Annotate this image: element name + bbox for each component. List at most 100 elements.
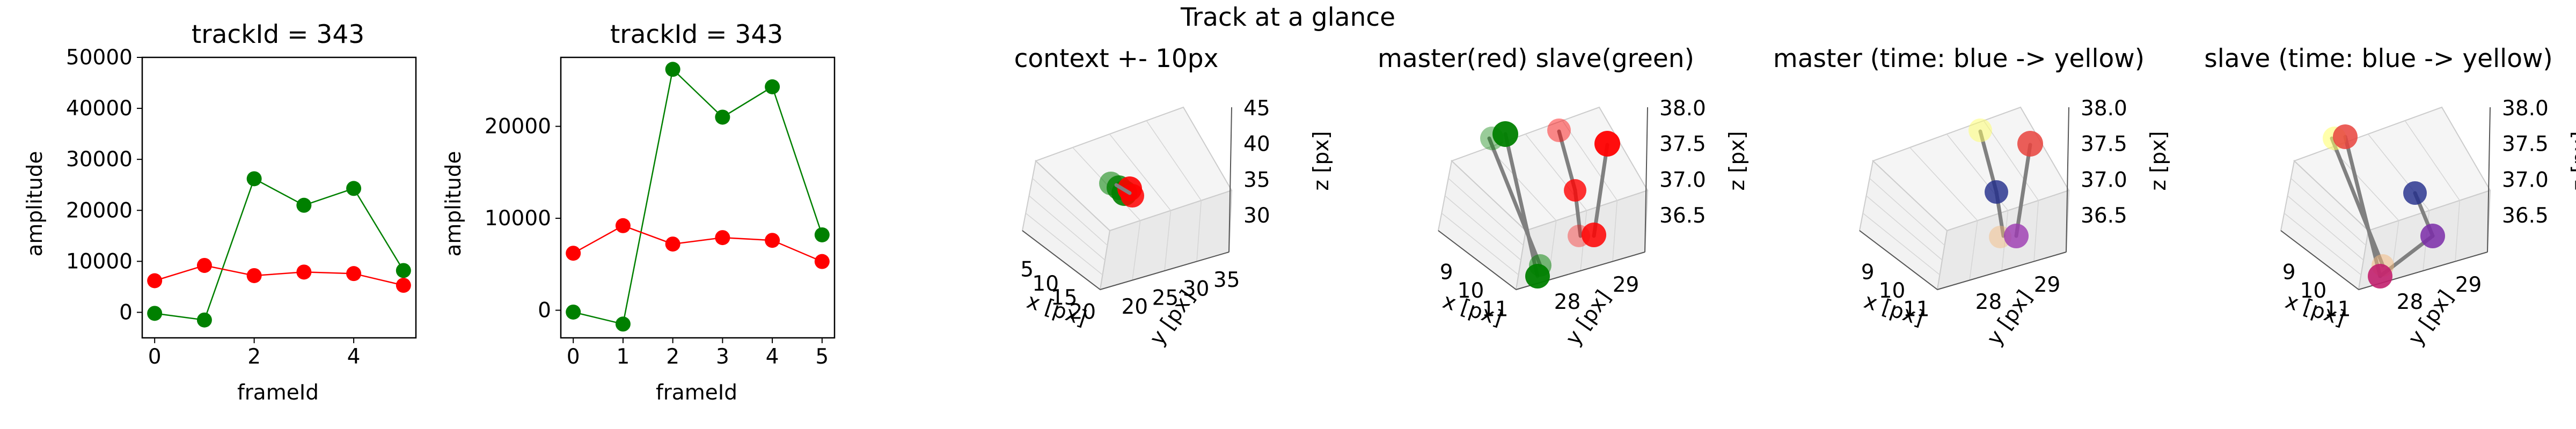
slave-time-point [2420,224,2445,248]
series-1-point [665,236,680,252]
grid-line [2284,212,2361,276]
z-axis-label: z [px] [1309,131,1334,190]
x-tick-label: 2 [666,345,679,369]
x-axis-line [1022,230,1101,290]
y-tick-label: 29 [2455,273,2482,297]
z-axis-label: z [px] [2568,131,2576,190]
y-tick-label: 28 [1554,290,1581,314]
context-point [1121,184,1144,208]
x-tick-label: 5 [1020,258,1034,282]
y-tick-label: 30 [1183,277,1210,301]
x-tick-label: 10 [2300,279,2327,303]
master-point [1547,119,1571,142]
x-tick-label: 9 [1861,261,1875,285]
y-tick-label: 30000 [66,147,133,172]
z-tick-label: 37.5 [1659,132,1706,157]
slave-time-point [2368,264,2392,289]
chart-1-ylabel: amplitude [23,151,47,256]
series-0-point [814,227,830,242]
grid-line [1146,120,1202,201]
chart-1-xlabel: frameId [237,381,319,405]
z-axis-line [2066,107,2069,253]
grid-line [1488,147,1557,221]
master-point [1594,131,1620,157]
series-1-point [147,273,163,289]
z-tick-label: 38.0 [2502,97,2549,121]
chart-1-title: trackId = 343 [192,20,364,49]
track-segment [2330,136,2385,268]
series-1-point [346,266,362,282]
chart-5-title: master (time: blue -> yellow) [1773,44,2145,73]
master-time-point [1985,180,2008,204]
grid-line [1969,220,1978,280]
z-axis-line [2487,107,2491,253]
z-tick-label: 37.0 [2081,168,2127,192]
series-0-point [147,306,163,321]
series-0-line [573,68,823,325]
series-0-point [296,197,312,213]
chart-2-title: trackId = 343 [610,20,783,49]
series-1-point [246,268,262,283]
x-tick-label: 4 [347,345,361,369]
grid-line [1909,147,1978,221]
floor-pane [2293,106,2491,232]
y-tick-label: 28 [2397,290,2424,314]
grid-line [1862,212,1940,276]
series-1-point [396,278,411,293]
series-1-line [573,225,823,262]
series-0-point [196,312,212,328]
track-segment [1114,183,1132,195]
grid-line [2331,147,2399,221]
z-tick-label: 38.0 [2081,97,2127,121]
chart-2-ylabel: amplitude [442,151,466,256]
y-axis-line [1937,252,2067,290]
grid-line [1032,177,1108,246]
x-tick-label: 11 [2324,297,2351,321]
x-tick-label: 20 [1069,300,1096,324]
x-tick-label: 0 [567,345,580,369]
slave-time-point [2403,181,2427,205]
series-1-point [296,264,312,280]
grid-line [1445,195,1521,261]
grid-line [2290,177,2367,246]
plot-frame [141,56,417,339]
z-tick-label: 36.5 [2081,204,2127,228]
grid-line [1132,220,1141,280]
x-tick-label: 5 [815,345,829,369]
series-1-point [615,218,631,233]
master-point [1564,179,1586,202]
y-tick-label: 0 [538,299,551,323]
x-tick-label: 0 [148,345,162,369]
x-tick-label: 15 [1051,286,1078,310]
y-tick-label: 0 [119,300,133,324]
y-tick-label: 28 [1975,290,2002,314]
y-tick-label: 40000 [66,97,133,121]
track-segment [2343,135,2382,278]
y-tick-label: 10000 [485,206,551,231]
x-tick-label: 3 [716,345,729,369]
slave-point [1525,264,1550,289]
z-tick-label: 38.0 [1659,97,1706,121]
figure-suptitle: Track at a glance [1180,3,1395,32]
grid-line [1164,210,1172,271]
x-tick-label: 9 [2282,261,2296,285]
chart-4-title: master(red) slave(green) [1378,44,1694,73]
series-0-point [665,62,680,77]
series-1-point [566,246,581,261]
slave-time-point [2333,124,2358,149]
series-0-point [715,109,730,125]
chart-3-title: context +- 10px [1014,44,1219,73]
z-tick-label: 37.5 [2081,132,2127,157]
series-1-point [715,230,730,246]
master-time-point [1968,119,1992,142]
y-tick-label: 50000 [66,46,133,70]
z-axis-line [1644,107,1648,253]
master-point [1582,223,1606,247]
series-0-point [346,181,362,196]
z-tick-label: 40 [1243,132,1270,157]
y-tick-label: 10000 [66,249,133,273]
grid-line [1983,120,2039,201]
